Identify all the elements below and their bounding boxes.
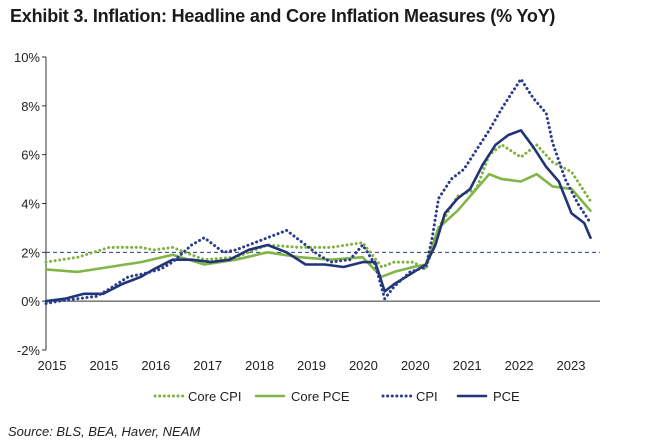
series-line-core-cpi: [44, 143, 592, 271]
series-line-core-pce: [44, 172, 592, 279]
x-tick-label: 2015: [38, 358, 67, 373]
y-tick-label: 6%: [21, 148, 40, 163]
legend: Core CPI Core PCE CPI PCE: [153, 389, 520, 404]
x-tick-label: 2015: [89, 358, 118, 373]
legend-label-cpi: CPI: [416, 389, 438, 404]
y-tick-label: 4%: [21, 197, 40, 212]
y-tick-label: 8%: [21, 99, 40, 114]
x-tick-label: 2022: [505, 358, 534, 373]
y-tick-label: 2%: [21, 245, 40, 260]
series-line-pce: [44, 129, 592, 303]
x-tick-label: 2019: [297, 358, 326, 373]
chart-title: Exhibit 3. Inflation: Headline and Core …: [10, 6, 556, 26]
x-tick-label: 2016: [141, 358, 170, 373]
x-tick-label: 2020: [349, 358, 378, 373]
x-tick-label: 2018: [245, 358, 274, 373]
y-tick-label: -2%: [17, 343, 41, 358]
series-line-cpi: [44, 77, 592, 306]
source-note: Source: BLS, BEA, Haver, NEAM: [8, 424, 201, 439]
legend-label-core-cpi: Core CPI: [188, 389, 241, 404]
series-layer: [44, 77, 592, 306]
legend-label-pce: PCE: [493, 389, 520, 404]
x-tick-label: 2020: [401, 358, 430, 373]
y-tick-label: 0%: [21, 294, 40, 309]
x-tick-label: 2023: [557, 358, 586, 373]
axes-layer: -2% 0% 2% 4% 6% 8% 10% 2015 2015 2016 2017 2018 2019…: [14, 50, 600, 373]
x-tick-label: 2021: [453, 358, 482, 373]
legend-label-core-pce: Core PCE: [291, 389, 350, 404]
y-tick-label: 10%: [14, 50, 40, 65]
x-tick-label: 2017: [193, 358, 222, 373]
